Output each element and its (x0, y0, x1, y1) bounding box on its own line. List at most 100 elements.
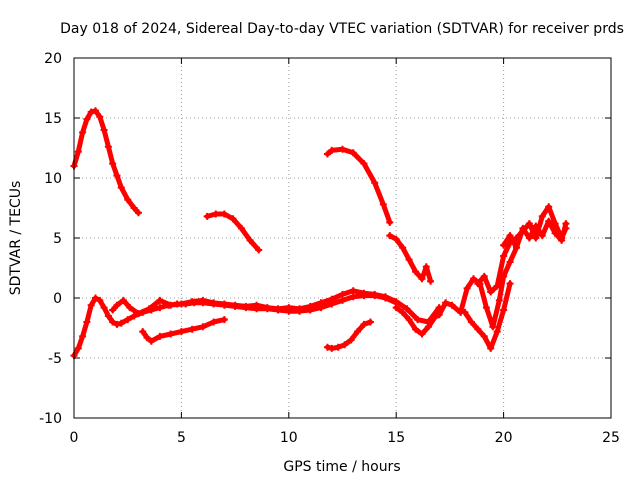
data-point-marker (418, 330, 426, 338)
data-point-marker (525, 220, 533, 228)
data-point-marker (296, 305, 304, 313)
data-point-marker (119, 296, 127, 304)
data-point-marker (113, 172, 121, 180)
data-point-marker (474, 325, 482, 333)
data-point-marker (167, 301, 175, 309)
data-point-marker (139, 328, 147, 336)
data-point-marker (371, 179, 379, 187)
data-point-marker (493, 328, 501, 336)
data-point-marker (386, 218, 394, 226)
data-point-marker (403, 305, 411, 313)
x-tick-label: 15 (387, 430, 405, 446)
data-point-marker (130, 204, 138, 212)
data-point-marker (143, 334, 151, 342)
data-point-marker (532, 222, 540, 230)
data-point-marker (323, 150, 331, 158)
y-tick-label: 20 (44, 51, 62, 67)
data-point-marker (371, 290, 379, 298)
data-point-marker (500, 306, 508, 314)
data-point-marker (341, 341, 349, 349)
data-point-marker (220, 316, 228, 324)
data-point-marker (317, 299, 325, 307)
data-point-marker (480, 332, 488, 340)
data-point-marker (506, 232, 514, 240)
data-point-marker (285, 304, 293, 312)
data-point-marker (156, 296, 164, 304)
data-point-marker (274, 305, 282, 313)
data-point-marker (427, 277, 435, 285)
data-point-marker (360, 289, 368, 297)
data-point-marker (414, 316, 422, 324)
data-point-marker (422, 263, 430, 271)
data-point-marker (210, 318, 218, 326)
data-point-marker (551, 229, 559, 237)
data-point-marker (495, 296, 503, 304)
data-point-marker (231, 301, 239, 309)
data-point-marker (100, 304, 108, 312)
data-point-marker (104, 312, 112, 320)
data-point-marker (306, 302, 314, 310)
data-point-marker (124, 196, 132, 204)
data-point-marker (203, 212, 211, 220)
data-point-marker (435, 311, 443, 319)
y-tick-label: 10 (44, 171, 62, 187)
data-point-marker (442, 299, 450, 307)
data-point-marker (91, 107, 99, 115)
data-point-marker (212, 210, 220, 218)
data-point-marker (399, 244, 407, 252)
data-point-marker (558, 236, 566, 244)
series-arc-1 (71, 108, 141, 216)
data-point-marker (405, 256, 413, 264)
data-point-marker (487, 344, 495, 352)
data-point-marker (188, 298, 196, 306)
data-point-marker (474, 280, 482, 288)
data-point-marker (96, 296, 104, 304)
data-point-marker (532, 234, 540, 242)
data-point-marker (328, 295, 336, 303)
data-point-marker (134, 209, 142, 217)
data-point-marker (156, 332, 164, 340)
data-point-marker (512, 244, 520, 252)
data-point-marker (210, 299, 218, 307)
data-point-marker (525, 234, 533, 242)
data-point-marker (493, 282, 501, 290)
data-point-marker (104, 143, 112, 151)
series-layer (70, 107, 570, 360)
data-point-marker (538, 212, 546, 220)
data-point-marker (177, 328, 185, 336)
data-point-marker (199, 296, 207, 304)
data-point-marker (538, 232, 546, 240)
data-point-marker (79, 128, 87, 136)
data-point-marker (109, 306, 117, 314)
data-point-marker (145, 305, 153, 313)
data-point-marker (482, 304, 490, 312)
y-tick-label: 5 (53, 231, 62, 247)
data-point-marker (399, 308, 407, 316)
x-tick-label: 25 (602, 430, 620, 446)
data-point-marker (349, 287, 357, 295)
data-point-marker (360, 160, 368, 168)
data-point-marker (347, 336, 355, 344)
data-point-marker (246, 236, 254, 244)
data-point-marker (487, 288, 495, 296)
data-point-marker (113, 301, 121, 309)
series-arc-10 (462, 281, 513, 351)
data-point-marker (360, 320, 368, 328)
data-point-marker (339, 290, 346, 298)
data-point-marker (242, 302, 250, 310)
data-point-marker (156, 304, 164, 312)
data-point-marker (253, 301, 261, 309)
data-point-marker (117, 319, 125, 327)
y-tick-label: 0 (53, 291, 62, 307)
data-point-marker (349, 293, 357, 301)
data-point-marker (379, 200, 387, 208)
data-point-marker (412, 325, 420, 333)
data-point-marker (545, 217, 553, 225)
data-point-marker (463, 284, 471, 292)
data-point-marker (339, 296, 346, 304)
data-point-marker (87, 301, 95, 309)
data-point-marker (470, 275, 478, 283)
data-point-marker (96, 113, 104, 121)
data-point-marker (424, 323, 432, 331)
